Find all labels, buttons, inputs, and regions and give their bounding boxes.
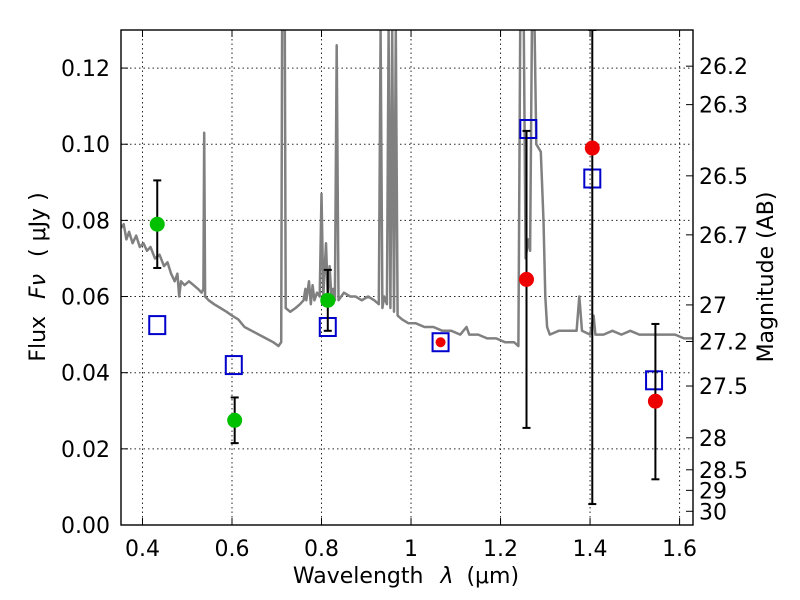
- y-tick-label: 0.00: [61, 514, 110, 539]
- tick-marks: [121, 30, 693, 526]
- y-axis-label: Flux Fν ( μJy ): [26, 192, 51, 361]
- x-axis-label: Wavelength λ (μm): [293, 564, 519, 589]
- model-photometry-square: [645, 370, 664, 391]
- model-photometry-square: [431, 332, 450, 353]
- y-axis-unit: ( μJy ): [26, 192, 51, 257]
- x-tick-label: 1.2: [483, 537, 518, 562]
- grid-lines: [121, 30, 693, 525]
- y-axis-symbol: Fν: [26, 274, 51, 299]
- x-tick-label: 1.4: [573, 537, 608, 562]
- y-tick-label: 0.02: [61, 438, 110, 463]
- magnitude-tick-label: 28.5: [699, 459, 748, 484]
- x-axis-symbol: λ: [439, 564, 453, 589]
- magnitude-tick-label: 27: [699, 294, 727, 319]
- y-tick-label: 0.04: [61, 362, 110, 387]
- magnitude-tick-label: 26.7: [699, 224, 748, 249]
- spectrum-line: [121, 30, 693, 348]
- x-tick-label: 1: [404, 537, 418, 562]
- y-tick-label: 0.12: [61, 57, 110, 82]
- x-tick-labels: 0.4 0.6 0.8 1 1.2 1.4 1.6: [125, 537, 697, 562]
- y-axis-label-text: Flux: [26, 316, 51, 362]
- magnitude-tick-label: 27.2: [699, 330, 748, 355]
- observed-flux-point: [519, 271, 535, 287]
- observed-flux-point: [435, 337, 446, 348]
- x-axis-label-text: Wavelength: [293, 564, 424, 589]
- y-tick-labels: 0.00 0.02 0.04 0.06 0.08 0.10 0.12: [61, 57, 110, 539]
- marker-layer: [148, 30, 664, 506]
- magnitude-tick-label: 26.3: [699, 94, 748, 119]
- observed-flux-point: [320, 292, 336, 308]
- magnitude-tick-label: 29: [699, 479, 727, 504]
- y-tick-label: 0.10: [61, 133, 110, 158]
- magnitude-tick-label: 28: [699, 427, 727, 452]
- x-tick-label: 0.4: [125, 537, 160, 562]
- y-tick-label: 0.06: [61, 286, 110, 311]
- magnitude-tick-label: 26.5: [699, 165, 748, 190]
- x-tick-label: 0.6: [214, 537, 249, 562]
- observed-flux-point: [227, 412, 243, 428]
- magnitude-tick-label: 26.2: [699, 55, 748, 80]
- model-photometry-square: [224, 355, 243, 376]
- observed-flux-point: [149, 216, 165, 232]
- observed-flux-point: [584, 140, 600, 156]
- model-photometry-square: [148, 315, 167, 336]
- model-photometry-square: [519, 119, 538, 139]
- plot-frame: [120, 29, 694, 526]
- right-axis-label: Magnitude (AB): [754, 192, 779, 363]
- x-axis-unit: (μm): [466, 564, 519, 589]
- spectrum-layer: [121, 30, 693, 348]
- magnitude-tick-label: 27.5: [699, 375, 748, 400]
- observed-flux-point: [647, 393, 663, 409]
- y-tick-label: 0.08: [61, 209, 110, 234]
- x-tick-label: 0.8: [304, 537, 339, 562]
- magnitude-tick-label: 30: [699, 500, 727, 525]
- x-tick-label: 1.6: [662, 537, 697, 562]
